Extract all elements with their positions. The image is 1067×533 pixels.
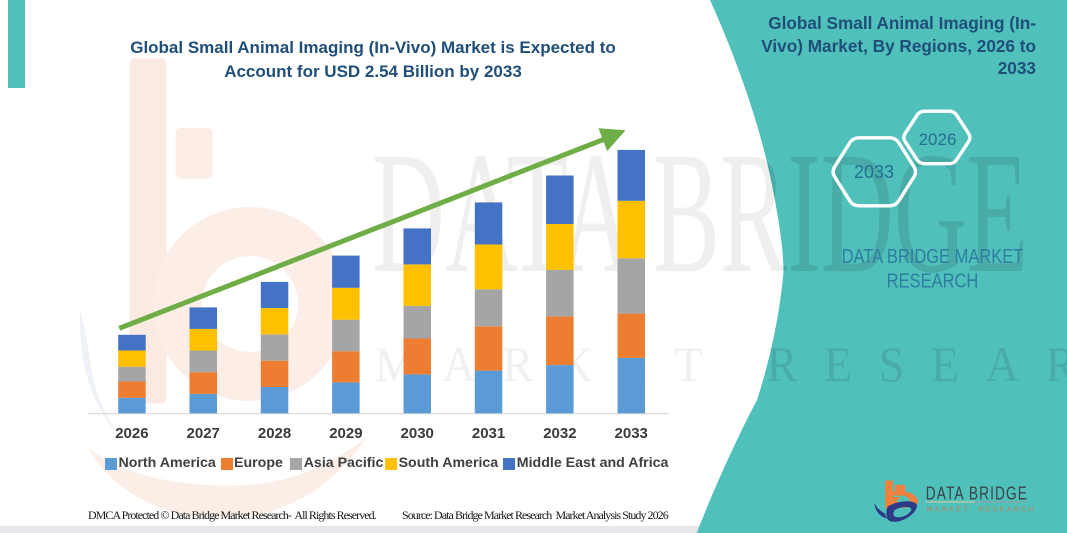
svg-text:RESEARCH: RESEARCH: [887, 269, 979, 292]
svg-text:DATA BRIDGE: DATA BRIDGE: [926, 484, 1028, 504]
svg-text:MARKET RESEARCH: MARKET RESEARCH: [927, 506, 1037, 513]
svg-text:DATA BRIDGE MARKET: DATA BRIDGE MARKET: [842, 244, 1024, 267]
